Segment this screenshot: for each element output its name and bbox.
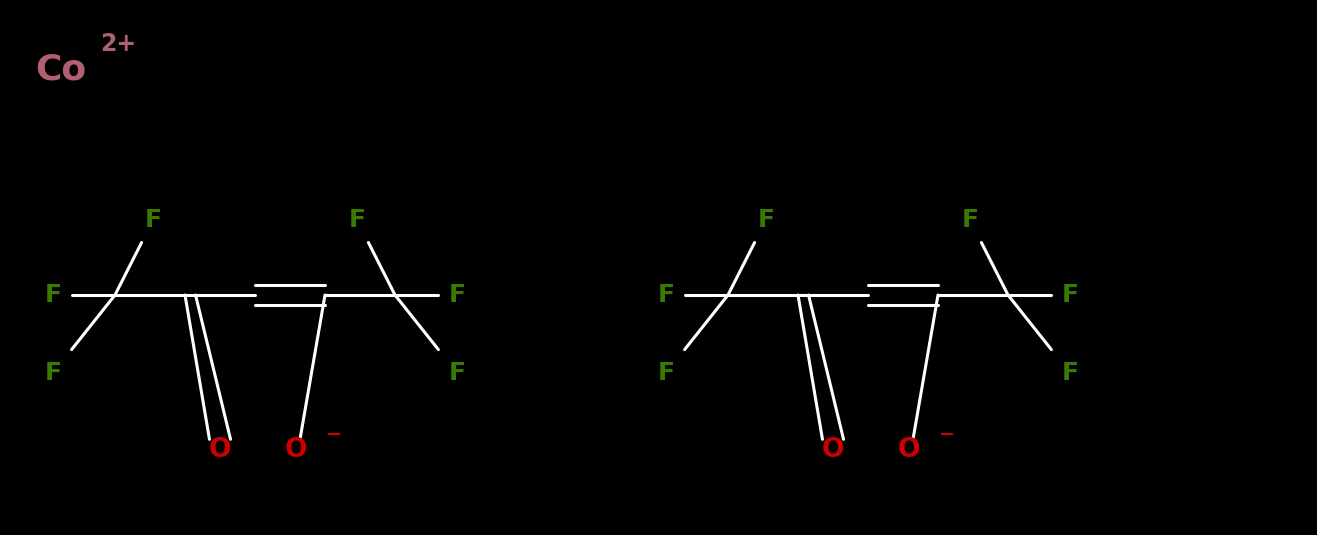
Text: O: O	[898, 437, 921, 463]
Text: O: O	[822, 437, 844, 463]
Text: F: F	[45, 283, 62, 307]
Text: O: O	[209, 437, 232, 463]
Text: F: F	[1062, 361, 1079, 385]
Text: F: F	[657, 283, 674, 307]
Text: F: F	[961, 208, 979, 232]
Text: Co: Co	[36, 52, 86, 86]
Text: F: F	[45, 361, 62, 385]
Text: F: F	[145, 208, 162, 232]
Text: −: −	[939, 424, 956, 444]
Text: O: O	[284, 437, 307, 463]
Text: F: F	[657, 361, 674, 385]
Text: F: F	[349, 208, 366, 232]
Text: F: F	[1062, 283, 1079, 307]
Text: 2+: 2+	[100, 32, 136, 56]
Text: F: F	[449, 283, 465, 307]
Text: F: F	[449, 361, 465, 385]
Text: F: F	[757, 208, 774, 232]
Text: −: −	[327, 424, 342, 444]
